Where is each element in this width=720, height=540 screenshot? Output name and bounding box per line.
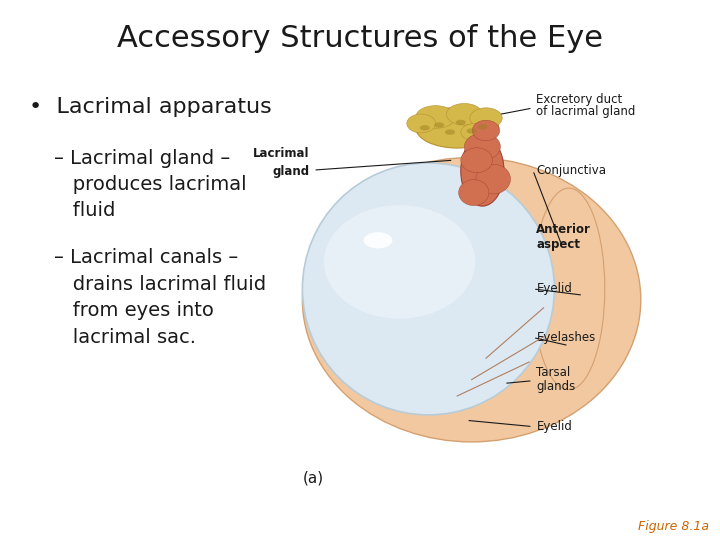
- Ellipse shape: [461, 148, 492, 173]
- Text: •  Lacrimal apparatus: • Lacrimal apparatus: [29, 97, 271, 117]
- Text: Tarsal: Tarsal: [536, 366, 571, 379]
- Text: Excretory duct: Excretory duct: [536, 93, 623, 106]
- Text: Eyelid: Eyelid: [536, 282, 572, 295]
- Text: Accessory Structures of the Eye: Accessory Structures of the Eye: [117, 24, 603, 53]
- Text: glands: glands: [536, 380, 576, 393]
- Text: – Lacrimal gland –
   produces lacrimal
   fluid: – Lacrimal gland – produces lacrimal flu…: [54, 148, 247, 220]
- Ellipse shape: [302, 158, 641, 442]
- Text: – Lacrimal canals –
   drains lacrimal fluid
   from eyes into
   lacrimal sac.: – Lacrimal canals – drains lacrimal flui…: [54, 248, 266, 347]
- Ellipse shape: [416, 107, 498, 148]
- Ellipse shape: [407, 114, 436, 133]
- Ellipse shape: [470, 108, 503, 129]
- Text: Figure 8.1a: Figure 8.1a: [638, 520, 709, 533]
- Ellipse shape: [467, 129, 477, 134]
- Ellipse shape: [456, 120, 466, 125]
- Ellipse shape: [420, 125, 430, 131]
- Ellipse shape: [477, 124, 487, 130]
- Ellipse shape: [459, 180, 489, 206]
- Ellipse shape: [461, 136, 504, 206]
- Ellipse shape: [472, 120, 500, 141]
- Ellipse shape: [364, 232, 392, 248]
- Text: (a): (a): [302, 470, 324, 485]
- Ellipse shape: [533, 188, 605, 390]
- Text: of lacrimal gland: of lacrimal gland: [536, 105, 636, 118]
- Ellipse shape: [324, 205, 475, 319]
- Ellipse shape: [461, 124, 490, 141]
- Ellipse shape: [302, 163, 554, 415]
- Text: Conjunctiva: Conjunctiva: [536, 164, 606, 177]
- Ellipse shape: [416, 106, 455, 129]
- Text: Eyelid: Eyelid: [536, 420, 572, 433]
- Text: Lacrimal: Lacrimal: [253, 147, 310, 160]
- Ellipse shape: [445, 130, 455, 135]
- Ellipse shape: [464, 133, 500, 160]
- Text: aspect: aspect: [536, 238, 580, 251]
- Ellipse shape: [434, 123, 444, 128]
- Text: gland: gland: [272, 165, 310, 178]
- Ellipse shape: [446, 104, 482, 125]
- Ellipse shape: [476, 164, 510, 194]
- Text: Eyelashes: Eyelashes: [536, 331, 595, 344]
- Text: Anterior: Anterior: [536, 223, 591, 236]
